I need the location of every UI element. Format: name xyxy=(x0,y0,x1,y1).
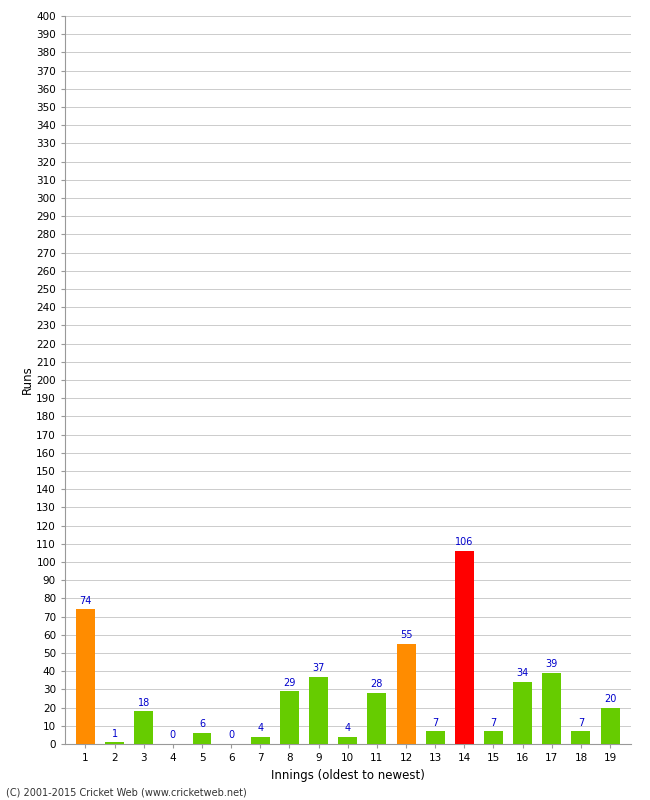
Text: 106: 106 xyxy=(455,538,474,547)
Text: 34: 34 xyxy=(517,669,528,678)
Bar xyxy=(571,731,590,744)
Text: 0: 0 xyxy=(170,730,176,740)
Bar xyxy=(542,673,561,744)
Bar xyxy=(76,610,95,744)
Text: (C) 2001-2015 Cricket Web (www.cricketweb.net): (C) 2001-2015 Cricket Web (www.cricketwe… xyxy=(6,787,247,798)
Bar xyxy=(601,707,619,744)
Text: 6: 6 xyxy=(199,719,205,730)
Text: 7: 7 xyxy=(432,718,438,728)
Bar xyxy=(105,742,124,744)
Bar xyxy=(135,711,153,744)
Bar xyxy=(426,731,445,744)
Bar xyxy=(192,733,211,744)
Text: 0: 0 xyxy=(228,730,234,740)
Text: 74: 74 xyxy=(79,596,92,606)
Bar xyxy=(280,691,299,744)
Text: 18: 18 xyxy=(138,698,150,707)
Text: 1: 1 xyxy=(112,729,118,738)
Text: 28: 28 xyxy=(370,679,383,690)
Bar xyxy=(251,737,270,744)
Text: 29: 29 xyxy=(283,678,296,687)
Bar xyxy=(484,731,503,744)
Text: 37: 37 xyxy=(313,663,325,673)
Text: 7: 7 xyxy=(490,718,497,728)
Bar xyxy=(513,682,532,744)
Text: 39: 39 xyxy=(545,659,558,670)
Text: 4: 4 xyxy=(257,723,263,733)
Bar xyxy=(367,693,386,744)
Bar xyxy=(309,677,328,744)
Text: 20: 20 xyxy=(604,694,616,704)
X-axis label: Innings (oldest to newest): Innings (oldest to newest) xyxy=(271,769,424,782)
Text: 55: 55 xyxy=(400,630,412,640)
Bar xyxy=(396,644,415,744)
Bar xyxy=(455,551,474,744)
Text: 7: 7 xyxy=(578,718,584,728)
Y-axis label: Runs: Runs xyxy=(20,366,33,394)
Bar xyxy=(338,737,358,744)
Text: 4: 4 xyxy=(344,723,351,733)
